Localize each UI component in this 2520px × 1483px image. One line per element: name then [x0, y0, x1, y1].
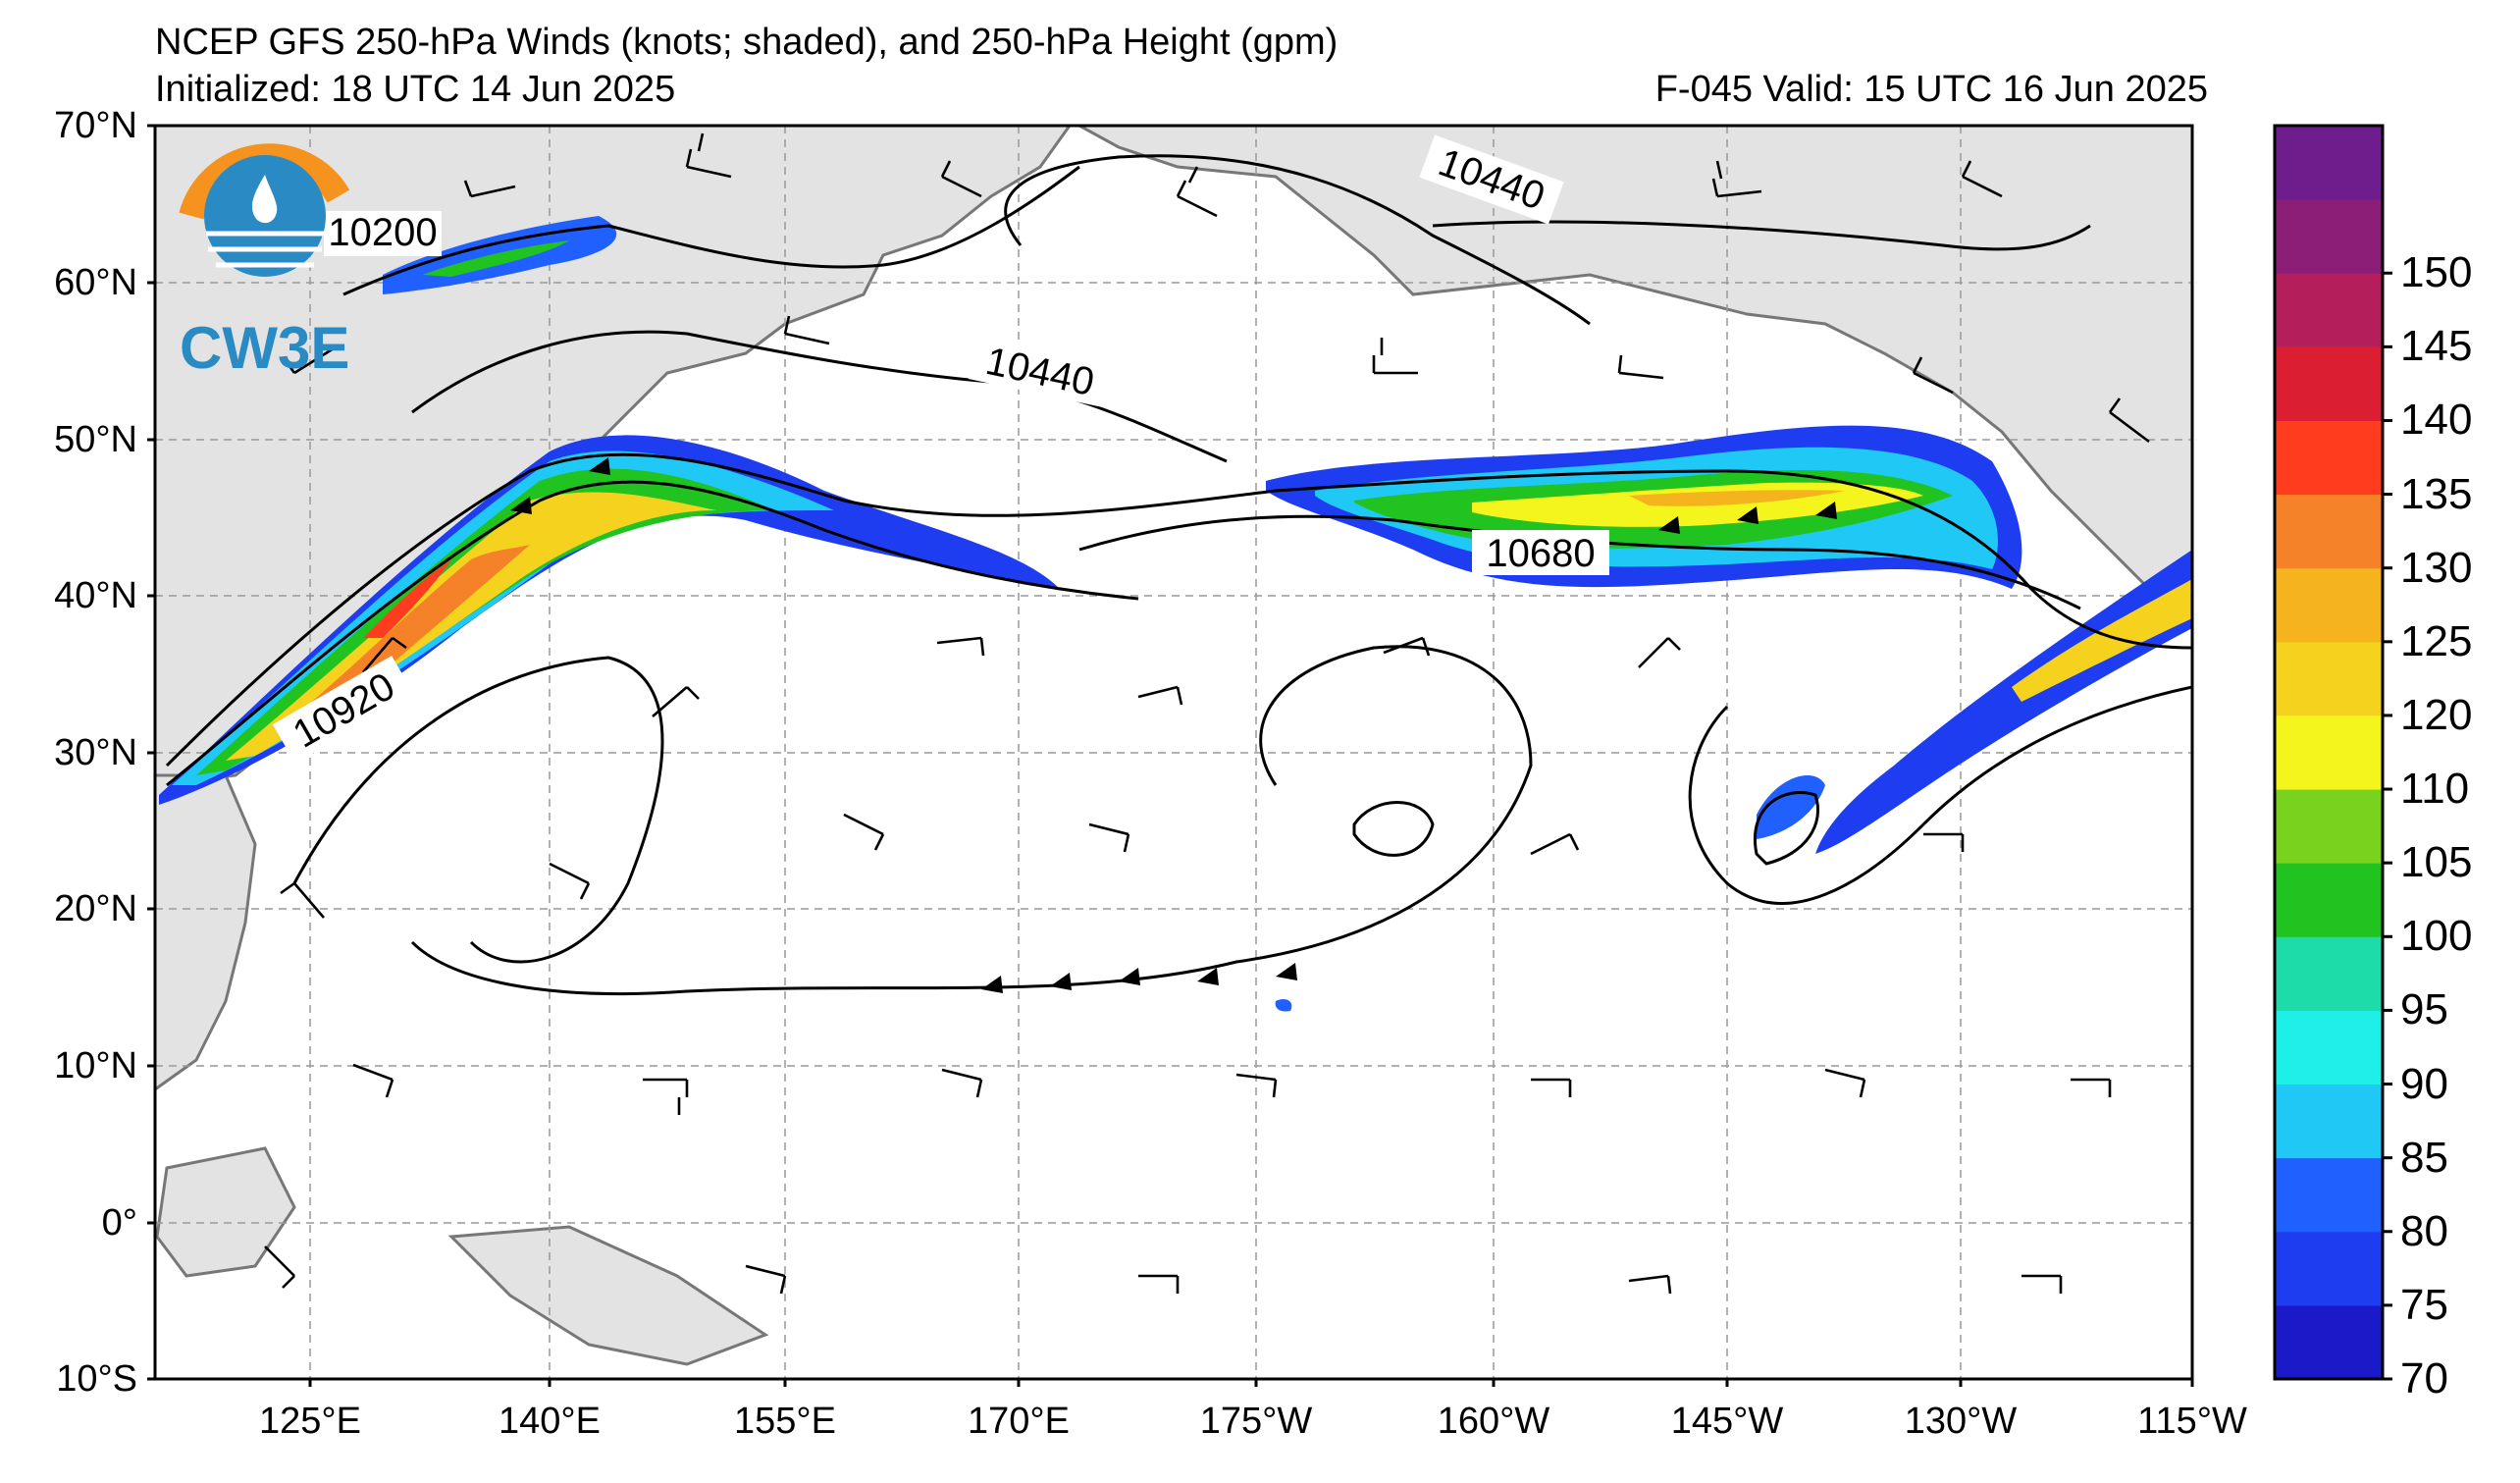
water-drop-icon [251, 175, 278, 224]
colorbar-tick-label: 75 [2400, 1280, 2448, 1329]
contour-label-10680: 10680 [1486, 532, 1595, 575]
lon-label: 130°W [1904, 1401, 2018, 1442]
colorbar-tick-label: 125 [2400, 616, 2473, 665]
axis-ticks [147, 124, 2194, 1387]
jet-far-east-inner [2012, 579, 2192, 702]
colorbar-bands [2275, 126, 2392, 1381]
contour-10920-south [410, 645, 1533, 996]
colorbar-tick-label: 85 [2400, 1133, 2448, 1182]
colorbar-band [2275, 126, 2383, 200]
jet-west-orange [294, 545, 530, 716]
colorbar-band [2275, 420, 2383, 496]
lat-label: 70°N [54, 105, 137, 146]
colorbar-tick-label: 150 [2400, 248, 2473, 297]
initialized-label: Initialized: 18 UTC 14 Jun 2025 [155, 69, 676, 110]
colorbar-tick-label: 110 [2400, 765, 2470, 814]
colorbar-tick-label: 90 [2400, 1059, 2448, 1108]
jet-lone-speck [1275, 999, 1292, 1012]
lat-label: 0° [101, 1202, 137, 1244]
contour-hook [1688, 685, 2192, 905]
contour-10680 [165, 452, 2192, 768]
lon-label: 145°W [1670, 1401, 1784, 1442]
colorbar [2273, 124, 2392, 1381]
pennant-flags [510, 457, 1837, 993]
colorbar-tick-label: 130 [2400, 543, 2473, 592]
colorbar-band [2275, 199, 2383, 274]
colorbar-band [2275, 1157, 2383, 1233]
lon-label: 175°W [1199, 1401, 1313, 1442]
colorbar-tick-label: 120 [2400, 690, 2473, 739]
lon-label: 115°W [2137, 1401, 2247, 1442]
cw3e-logo: CW3E [179, 143, 349, 381]
logo-text: CW3E [180, 315, 349, 381]
colorbar-tick-label: 100 [2400, 912, 2473, 961]
colorbar-band [2275, 715, 2383, 790]
wind-barbs [214, 132, 2150, 1295]
lat-label: 50°N [54, 419, 137, 460]
land-borneo [155, 1146, 296, 1278]
contour-10440-north [1004, 154, 1591, 326]
colorbar-tick-label: 95 [2400, 985, 2448, 1034]
lat-label: 20°N [54, 888, 137, 929]
contour-label-10200: 10200 [328, 211, 437, 254]
lon-label: 170°E [968, 1401, 1070, 1442]
valid-label: F-045 Valid: 15 UTC 16 Jun 2025 [1654, 69, 2208, 110]
colorbar-band [2275, 1010, 2383, 1086]
lat-label: 40°N [54, 575, 137, 616]
lat-label: 60°N [54, 262, 137, 303]
contour-10920 [166, 480, 1139, 787]
colorbar-band [2275, 641, 2383, 716]
colorbar-tick-label: 105 [2400, 838, 2473, 887]
colorbar-band [2275, 346, 2383, 421]
lon-label: 125°E [259, 1401, 361, 1442]
jet-west-outer [159, 435, 1060, 805]
colorbar-band [2275, 494, 2383, 569]
lon-label: 155°E [734, 1401, 836, 1442]
contour-10920-loop [292, 656, 664, 964]
lat-label: 10°S [56, 1358, 137, 1400]
contour-inner-hook [1754, 791, 1820, 866]
lon-label: 160°W [1437, 1401, 1550, 1442]
land-north-america [1078, 126, 2192, 610]
jet-east-orange [1629, 490, 1845, 506]
colorbar-band [2275, 1084, 2383, 1159]
contour-high-cell [1352, 801, 1435, 857]
colorbar-tick-label: 145 [2400, 322, 2473, 371]
jet-small-blob [1757, 775, 1825, 839]
chart-title: NCEP GFS 250-hPa Winds (knots; shaded), … [155, 22, 1339, 63]
colorbar-frame [2273, 124, 2385, 1381]
colorbar-tick-label: 140 [2400, 396, 2473, 445]
colorbar-band [2275, 273, 2383, 347]
lat-label: 10°N [54, 1045, 137, 1086]
jet-far-east [1815, 550, 2192, 854]
logo-waves [206, 231, 324, 268]
contour-10200 [342, 165, 1080, 296]
colorbar-tick-label: 70 [2400, 1354, 2448, 1403]
jet-north-blob-inner [422, 240, 569, 277]
colorbar-band [2275, 1304, 2383, 1380]
lon-label: 140°E [499, 1401, 601, 1442]
jet-west-red [363, 559, 451, 638]
colorbar-band [2275, 567, 2383, 643]
colorbar-band [2275, 863, 2383, 937]
colorbar-band [2275, 789, 2383, 864]
colorbar-tick-label: 135 [2400, 469, 2473, 518]
colorbar-band [2275, 1231, 2383, 1306]
contour-10440-south [411, 330, 1228, 463]
land-asia-east [155, 773, 257, 1091]
colorbar-band [2275, 936, 2383, 1011]
contour-labels: 10440 10440 10680 10920 10200 [272, 134, 1609, 764]
colorbar-tick-label: 80 [2400, 1206, 2448, 1255]
lat-label: 30°N [54, 732, 137, 773]
land-new-guinea [447, 1225, 769, 1366]
